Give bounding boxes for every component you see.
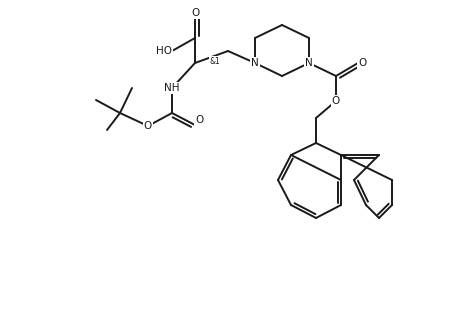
Text: &1: &1 [210,57,221,66]
Text: O: O [191,8,199,18]
Text: O: O [332,96,340,106]
Text: O: O [358,58,366,68]
Text: NH: NH [164,83,180,93]
Text: N: N [251,58,259,68]
Text: O: O [144,121,152,131]
Text: O: O [195,115,203,125]
Text: N: N [305,58,313,68]
Text: HO: HO [156,46,172,56]
